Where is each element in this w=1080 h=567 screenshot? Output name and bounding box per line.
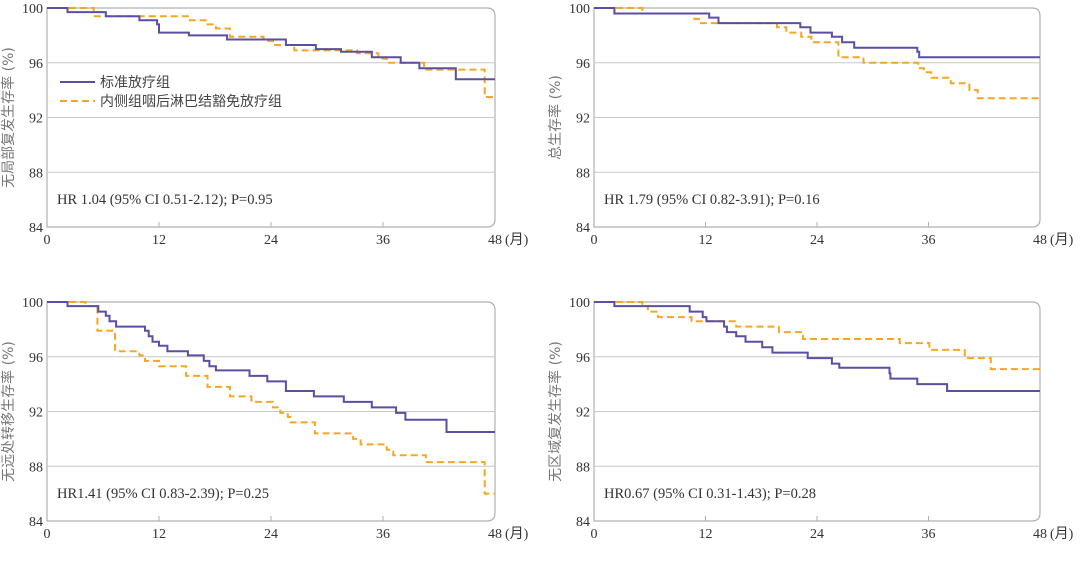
y-tick-label: 100	[22, 296, 43, 311]
x-tick-label: 48	[1033, 233, 1047, 248]
y-tick-label: 96	[29, 57, 43, 72]
y-tick-label: 88	[29, 166, 43, 181]
x-tick-label: 36	[376, 527, 390, 542]
y-tick-label: 88	[576, 460, 590, 475]
y-tick-label: 92	[576, 406, 590, 421]
x-tick-label: 48	[1033, 527, 1047, 542]
x-tick-label: 0	[44, 233, 51, 248]
hazard-ratio-annotation: HR 1.79 (95% CI 0.82-3.91); P=0.16	[604, 192, 820, 208]
x-tick-label: 48	[488, 527, 502, 542]
x-axis-unit: (月)	[1050, 232, 1074, 248]
x-tick-label: 0	[591, 233, 598, 248]
y-tick-label: 88	[29, 460, 43, 475]
x-tick-label: 12	[152, 233, 166, 248]
series-sparing-line	[594, 7, 1040, 100]
x-tick-label: 0	[591, 527, 598, 542]
y-tick-label: 100	[569, 2, 590, 17]
y-tick-label: 100	[569, 296, 590, 311]
y-tick-label: 88	[576, 166, 590, 181]
legend-label-sparing: 内侧组咽后淋巴结豁免放疗组	[100, 93, 282, 110]
x-tick-label: 36	[922, 233, 936, 248]
hazard-ratio-annotation: HR0.67 (95% CI 0.31-1.43); P=0.28	[604, 486, 816, 502]
y-axis-label: 无区域复发生存率 (%)	[547, 341, 564, 482]
series-sparing-line	[594, 301, 1040, 371]
x-tick-label: 12	[699, 527, 713, 542]
y-tick-label: 92	[576, 112, 590, 127]
x-tick-label: 36	[922, 527, 936, 542]
x-tick-label: 12	[152, 527, 166, 542]
plot-frame	[46, 7, 496, 228]
plot-frame	[46, 301, 496, 522]
series-standard-line	[594, 301, 1040, 392]
x-tick-label: 12	[699, 233, 713, 248]
y-axis-label: 总生存率 (%)	[547, 75, 564, 160]
km-panel-3: 84 88 92 96 100 0 12 24 36 48 (月) 无远处转移生存率 (%) HR1.4…	[0, 296, 529, 542]
series-sparing-line	[47, 301, 495, 495]
plot-frame	[593, 301, 1041, 522]
km-panel-4: 84 88 92 96 100 0 12 24 36 48 (月) 无区域复发生存率 (%) HR0.6…	[547, 296, 1074, 542]
x-tick-label: 24	[810, 233, 824, 248]
x-tick-label: 36	[376, 233, 390, 248]
y-axis-label: 无局部复发生存率 (%)	[0, 47, 17, 188]
x-tick-label: 24	[264, 527, 278, 542]
hazard-ratio-annotation: HR1.41 (95% CI 0.83-2.39); P=0.25	[57, 486, 269, 502]
legend-label-standard: 标准放疗组	[100, 75, 170, 91]
y-tick-label: 84	[576, 221, 590, 236]
y-tick-label: 96	[576, 57, 590, 72]
x-tick-label: 48	[488, 233, 502, 248]
plot-frame	[593, 7, 1041, 228]
y-tick-label: 100	[22, 2, 43, 17]
hazard-ratio-annotation: HR 1.04 (95% CI 0.51-2.12); P=0.95	[57, 192, 273, 208]
x-tick-label: 24	[810, 527, 824, 542]
series-standard-line	[47, 301, 495, 433]
x-tick-label: 0	[44, 527, 51, 542]
y-tick-label: 84	[29, 221, 43, 236]
y-tick-label: 84	[29, 515, 43, 530]
y-tick-label: 84	[576, 515, 590, 530]
x-axis-unit: (月)	[505, 232, 529, 248]
km-panel-1: 84 88 92 96 100 0 12 24 36 48 (月) 无局部复发生存率 (%) HR 1.…	[0, 2, 529, 248]
x-axis-unit: (月)	[1050, 526, 1074, 542]
x-axis-unit: (月)	[505, 526, 529, 542]
series-standard-line	[47, 7, 495, 81]
y-tick-label: 96	[29, 351, 43, 366]
km-panel-2: 84 88 92 96 100 0 12 24 36 48 (月) 总生存率 (%) HR 1.79 (…	[547, 2, 1074, 248]
series-standard-line	[594, 7, 1040, 59]
y-axis-label: 无远处转移生存率 (%)	[0, 341, 17, 482]
y-tick-label: 92	[29, 406, 43, 421]
y-tick-label: 92	[29, 112, 43, 127]
y-tick-label: 96	[576, 351, 590, 366]
x-tick-label: 24	[264, 233, 278, 248]
